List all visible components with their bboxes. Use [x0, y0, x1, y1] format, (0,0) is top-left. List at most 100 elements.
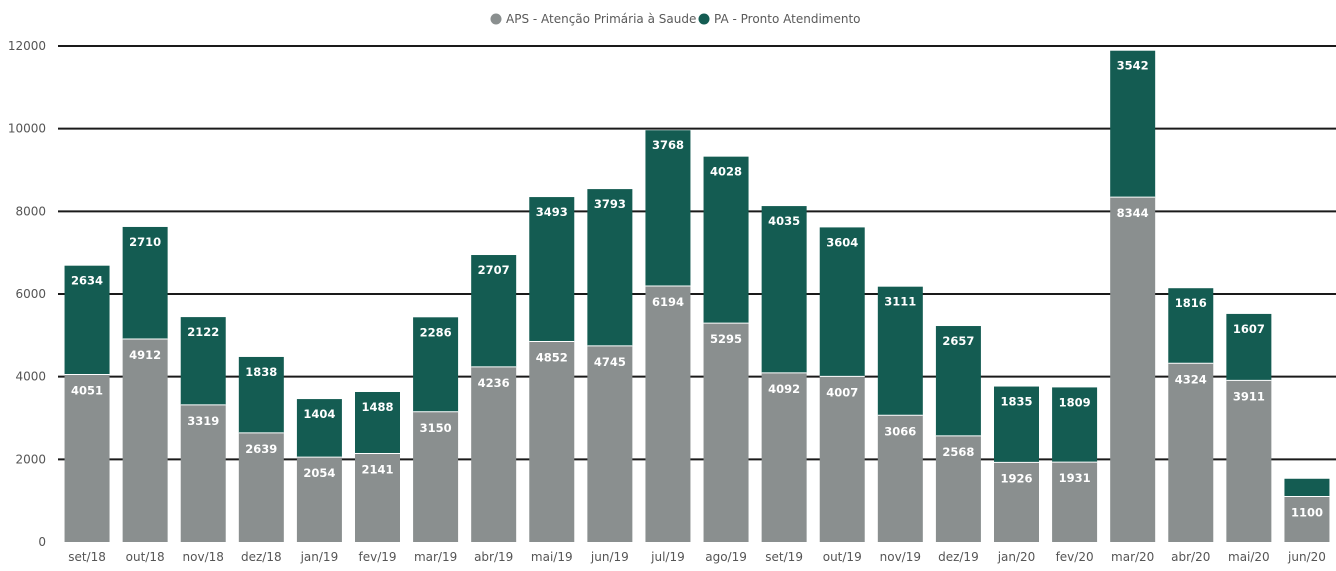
data-label-aps: 2639	[245, 442, 277, 456]
bar-group: 4745 3793	[587, 189, 633, 542]
x-tick-label: jan/20	[997, 550, 1036, 564]
bar-group: 4051 2634	[64, 265, 110, 542]
bars: 4051 2634 4912 2710 3319 2122 2639 1838 2054 1404…	[64, 50, 1330, 542]
data-label-aps: 4324	[1175, 372, 1207, 386]
bar-aps	[877, 415, 923, 542]
bar-pa	[761, 206, 807, 373]
x-tick-label: mai/20	[1228, 550, 1270, 564]
data-label-aps: 4051	[71, 384, 103, 398]
bar-aps	[529, 341, 575, 542]
y-tick-label: 2000	[15, 452, 46, 466]
bar-pa	[1168, 288, 1214, 364]
data-label-pa: 1404	[303, 407, 335, 421]
bar-aps	[1284, 496, 1330, 542]
bar-pa	[1110, 50, 1156, 198]
bar-pa	[355, 392, 400, 454]
data-label-aps: 4912	[129, 348, 161, 362]
bar-group: 1931 1809	[1052, 387, 1098, 542]
legend-label-pa: PA - Pronto Atendimento	[714, 12, 861, 26]
bar-pa	[296, 399, 342, 458]
data-label-aps: 4007	[826, 385, 858, 399]
bar-aps	[994, 462, 1039, 542]
bar-pa	[238, 356, 284, 433]
bar-aps	[471, 366, 517, 542]
data-label-pa: 3542	[1117, 59, 1149, 73]
data-label-aps: 1926	[1000, 471, 1032, 485]
legend: APS - Atenção Primária à Saude PA - Pron…	[490, 12, 861, 26]
data-label-pa: 2286	[420, 325, 452, 339]
x-tick-label: out/19	[823, 550, 862, 564]
y-tick-label: 12000	[8, 39, 46, 53]
x-tick-label: out/18	[126, 550, 165, 564]
bar-group: 3066 3111	[877, 286, 923, 542]
bar-aps	[64, 374, 110, 542]
bar-aps	[703, 323, 749, 542]
bar-group: 3911 1607	[1226, 313, 1272, 542]
bar-pa	[413, 317, 459, 412]
bar-pa	[935, 326, 981, 436]
x-tick-label: mai/19	[531, 550, 573, 564]
y-axis-ticks: 0 2000 4000 6000 8000 10000 12000	[8, 39, 46, 549]
x-tick-label: fev/20	[1056, 550, 1094, 564]
bar-aps	[413, 411, 459, 542]
bar-group: 4912 2710	[122, 226, 168, 542]
data-label-aps: 2141	[361, 463, 393, 477]
bar-pa	[64, 265, 110, 375]
bar-group: 4007 3604	[819, 227, 865, 542]
bar-pa	[529, 197, 575, 342]
bar-aps	[122, 338, 168, 542]
bar-pa	[471, 255, 517, 367]
bar-aps	[355, 453, 400, 542]
x-tick-label: fev/19	[358, 550, 396, 564]
data-label-aps: 1931	[1059, 471, 1091, 485]
bar-group: 2141 1488	[355, 392, 400, 542]
bar-aps	[819, 376, 865, 542]
x-tick-label: ago/19	[705, 550, 747, 564]
bar-group: 8344 3542	[1110, 50, 1156, 542]
legend-marker-pa	[698, 13, 710, 25]
data-label-pa: 2122	[187, 325, 219, 339]
data-label-pa: 3604	[826, 235, 858, 249]
bar-aps	[296, 457, 342, 542]
bar-pa	[994, 386, 1039, 463]
y-tick-label: 6000	[15, 287, 46, 301]
x-tick-label: set/18	[68, 550, 106, 564]
data-label-aps: 1100	[1291, 506, 1323, 520]
bar-aps	[1226, 380, 1272, 542]
data-label-pa: 1488	[361, 400, 393, 414]
bar-pa	[703, 156, 749, 324]
y-tick-label: 8000	[15, 204, 46, 218]
x-tick-label: dez/19	[938, 550, 979, 564]
y-tick-label: 4000	[15, 370, 46, 384]
data-label-aps: 5295	[710, 332, 742, 346]
x-tick-label: set/19	[765, 550, 803, 564]
bar-pa	[1052, 387, 1098, 463]
bar-group: 4092 4035	[761, 206, 807, 542]
x-tick-label: abr/20	[1171, 550, 1210, 564]
bar-aps	[238, 432, 284, 542]
bar-aps	[761, 372, 807, 542]
bar-pa	[1226, 313, 1272, 381]
bar-group: 2639 1838	[238, 356, 284, 542]
data-label-pa: 3793	[594, 197, 626, 211]
data-label-pa: 1816	[1175, 296, 1207, 310]
legend-label-aps: APS - Atenção Primária à Saude	[506, 12, 696, 26]
data-label-aps: 6194	[652, 295, 684, 309]
bar-aps	[1110, 197, 1156, 542]
bar-group: 4852 3493	[529, 197, 575, 542]
bar-aps	[180, 404, 226, 542]
bar-group: 1100	[1284, 478, 1330, 542]
data-label-aps: 3150	[420, 421, 452, 435]
bar-aps	[1052, 462, 1098, 542]
x-tick-label: dez/18	[241, 550, 282, 564]
bar-pa	[645, 130, 691, 286]
x-tick-label: jun/20	[1287, 550, 1326, 564]
data-label-pa: 4028	[710, 165, 742, 179]
data-label-aps: 4236	[478, 376, 510, 390]
x-tick-label: jan/19	[300, 550, 339, 564]
data-label-pa: 3111	[884, 295, 916, 309]
bar-group: 2054 1404	[296, 399, 342, 542]
bar-aps	[935, 435, 981, 542]
